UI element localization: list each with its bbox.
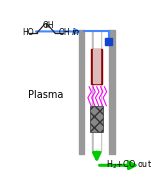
Bar <box>79 30 84 154</box>
Bar <box>90 106 103 132</box>
Bar <box>105 38 112 45</box>
Text: H$_2$+CO out: H$_2$+CO out <box>106 158 152 171</box>
Bar <box>110 30 114 154</box>
Bar <box>92 31 101 151</box>
Bar <box>91 49 102 84</box>
Text: in: in <box>71 28 80 37</box>
Bar <box>94 32 100 150</box>
Bar <box>93 50 100 83</box>
Text: HO: HO <box>22 28 33 37</box>
Text: OH: OH <box>59 28 70 37</box>
Text: Plasma: Plasma <box>28 91 63 100</box>
Text: OH: OH <box>43 21 54 30</box>
